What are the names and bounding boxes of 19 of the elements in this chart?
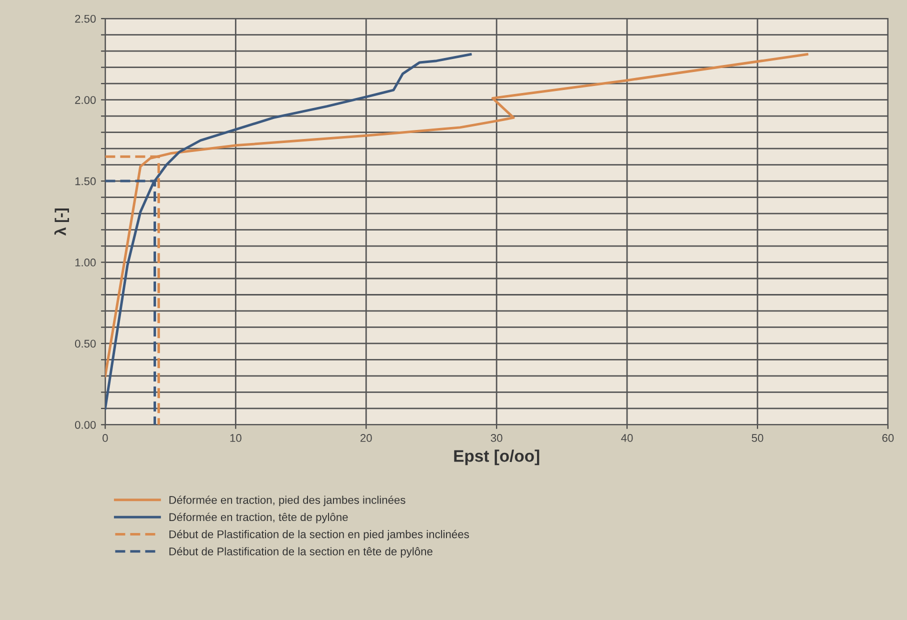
y-tick-label: 2.50 — [75, 14, 96, 23]
x-axis-title: Epst [o/oo] — [454, 450, 540, 466]
y-tick-label: 1.00 — [75, 258, 96, 266]
y-tick-label: 2.00 — [75, 96, 96, 104]
y-tick-label: 1.50 — [75, 177, 96, 186]
y-tick-label: 0.00 — [74, 420, 96, 429]
x-tick-label: 10 — [230, 434, 242, 442]
x-tick-label: 50 — [752, 434, 764, 442]
x-tick-label: 20 — [360, 434, 372, 442]
x-tick-label: 60 — [882, 434, 894, 442]
x-tick-label: 0 — [102, 434, 108, 442]
legend-label: Déformée en traction, pied des jambes inclinées — [169, 496, 406, 506]
legend-label: Début de Plastification de la section en tête de pylône — [169, 547, 432, 558]
legend-label: Début de Plastification de la section en pied jambes inclinées — [169, 530, 469, 540]
y-tick-label: 0.50 — [74, 340, 96, 348]
x-tick-label: 40 — [621, 434, 633, 442]
x-tick-label: 30 — [490, 434, 502, 442]
y-axis-title: λ [-] — [54, 208, 70, 236]
legend-label: Déformée en traction, tête de pylône — [169, 512, 348, 524]
